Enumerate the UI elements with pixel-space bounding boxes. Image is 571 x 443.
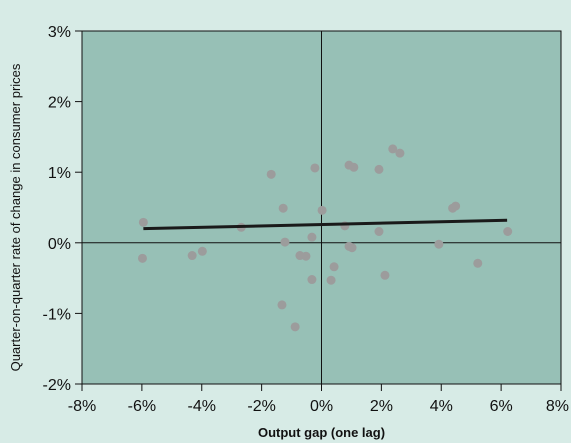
y-axis: -2% -1% 0% 1% 2% 3% (43, 24, 82, 394)
x-tick-label: 2% (370, 398, 393, 415)
x-tick-label: 4% (430, 398, 453, 415)
data-point (280, 237, 290, 247)
x-axis-title: Output gap (one lag) (258, 425, 385, 440)
data-point (329, 262, 339, 272)
y-tick-label: -2% (43, 377, 71, 394)
data-point (388, 144, 398, 154)
data-point (503, 227, 513, 237)
x-tick-label: -8% (68, 398, 96, 415)
x-tick-label: 6% (490, 398, 513, 415)
x-tick-label: -2% (247, 398, 275, 415)
data-point (266, 169, 276, 179)
data-point (374, 227, 384, 237)
data-point (307, 232, 317, 242)
x-tick-label: -4% (188, 398, 216, 415)
x-tick-label: 0% (310, 398, 333, 415)
data-point (301, 251, 311, 261)
data-point (349, 162, 359, 172)
data-point (278, 203, 288, 213)
data-point (347, 243, 357, 253)
y-axis-title: Quarter-on-quarter rate of change in con… (8, 63, 23, 371)
y-tick-label: 0% (48, 236, 71, 253)
x-tick-label: -6% (128, 398, 156, 415)
x-axis: -8% -6% -4% -2% 0% 2% 4% 6% 8% (68, 384, 569, 415)
y-tick-label: -1% (43, 306, 71, 323)
data-point (434, 239, 444, 249)
x-tick-label: 8% (546, 398, 569, 415)
y-tick-label: 1% (48, 165, 71, 182)
data-point (395, 148, 405, 158)
data-point (310, 163, 320, 173)
y-tick-label: 2% (48, 95, 71, 112)
data-point (307, 275, 317, 285)
data-point (290, 322, 300, 332)
data-point (277, 300, 287, 310)
data-point (374, 164, 384, 174)
data-point (473, 258, 483, 268)
data-point (137, 253, 147, 263)
data-point (451, 201, 461, 211)
data-point (380, 270, 390, 280)
data-point (138, 217, 148, 227)
data-point (326, 275, 336, 285)
trend-line (143, 218, 508, 231)
data-point (197, 246, 207, 256)
data-point (187, 251, 197, 261)
y-tick-label: 3% (48, 24, 71, 41)
data-point (317, 205, 327, 215)
